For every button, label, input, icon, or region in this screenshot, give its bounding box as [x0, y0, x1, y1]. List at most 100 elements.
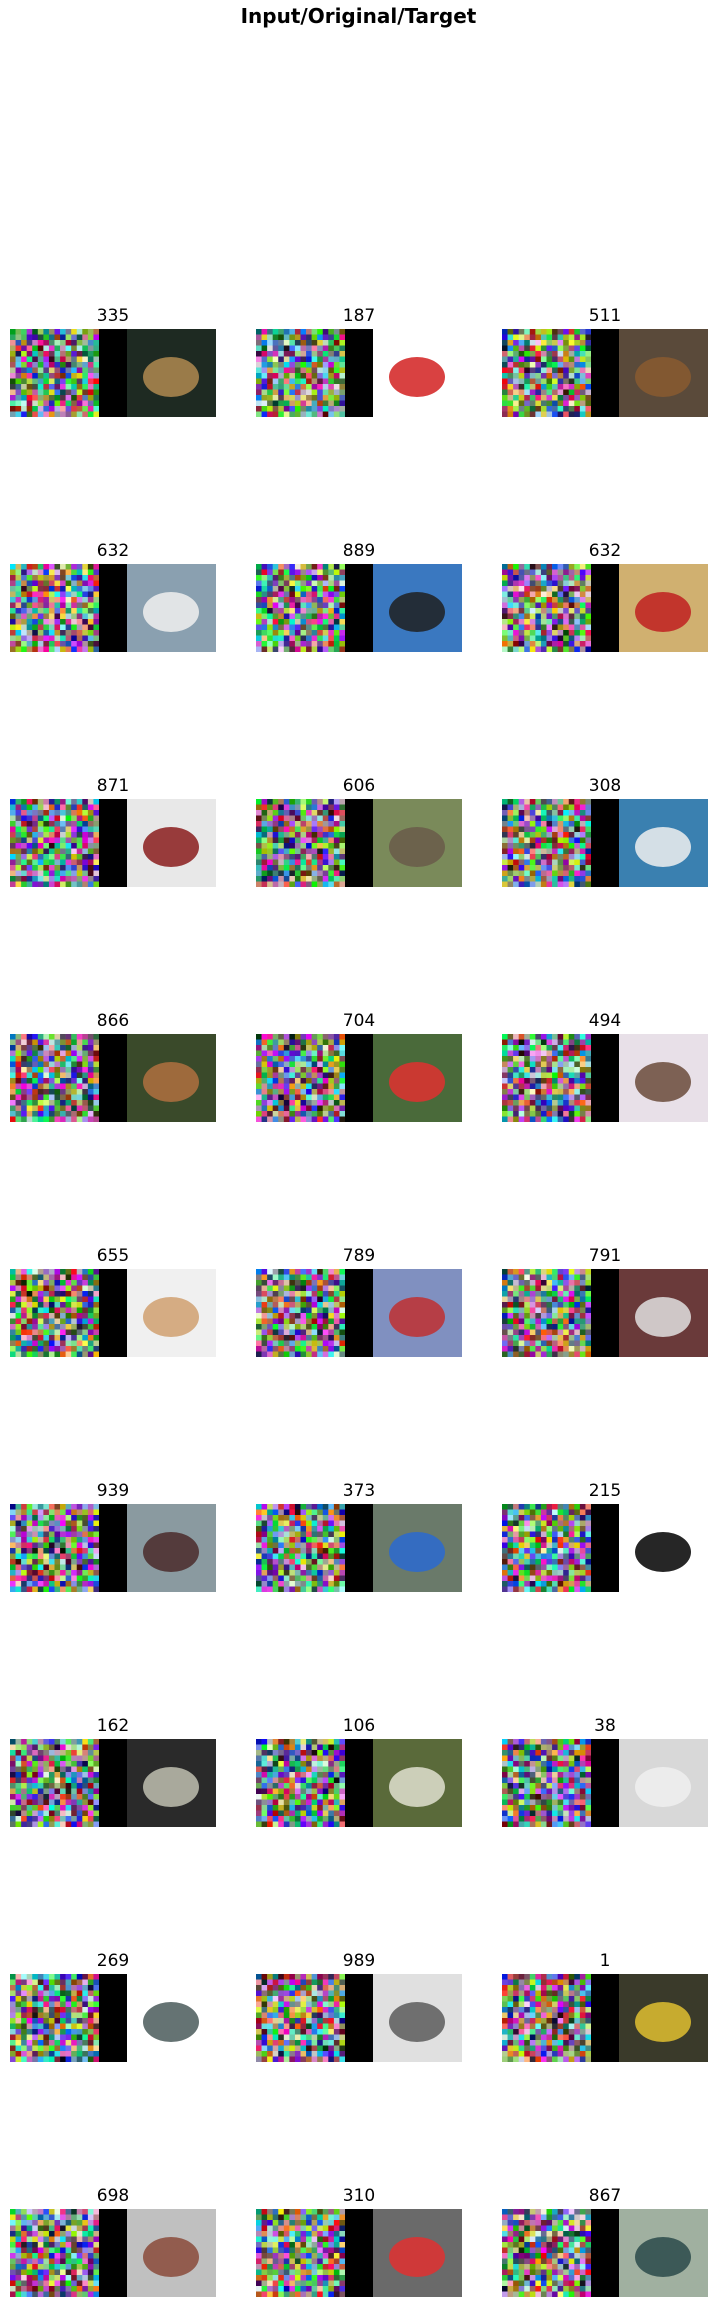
cell-label: 698	[10, 2186, 216, 2206]
grid-cell: 632	[502, 541, 708, 651]
input-noise-image	[502, 564, 591, 652]
grid-cell: 106	[256, 1716, 462, 1826]
cell-label: 632	[502, 541, 708, 561]
original-black-image	[591, 1034, 619, 1122]
cell-label: 335	[10, 306, 216, 326]
input-noise-image	[256, 799, 345, 887]
cell-label: 308	[502, 776, 708, 796]
input-noise-image	[256, 1739, 345, 1827]
original-black-image	[591, 1974, 619, 2062]
input-noise-image	[256, 329, 345, 417]
target-photo-image	[619, 564, 708, 652]
cell-label: 867	[502, 2186, 708, 2206]
cell-label: 606	[256, 776, 462, 796]
target-photo-image	[619, 1269, 708, 1357]
target-photo-image	[373, 1974, 462, 2062]
original-black-image	[99, 2209, 127, 2297]
input-noise-image	[256, 1974, 345, 2062]
grid-cell: 789	[256, 1246, 462, 1356]
original-black-image	[99, 564, 127, 652]
target-photo-image	[127, 1034, 216, 1122]
original-black-image	[591, 564, 619, 652]
original-black-image	[345, 1034, 373, 1122]
grid-cell: 373	[256, 1481, 462, 1591]
grid-cell: 866	[10, 1011, 216, 1121]
cell-label: 187	[256, 306, 462, 326]
cell-label: 162	[10, 1716, 216, 1736]
input-noise-image	[256, 564, 345, 652]
grid-cell: 1	[502, 1951, 708, 2061]
target-photo-image	[127, 329, 216, 417]
target-photo-image	[373, 1504, 462, 1592]
target-photo-image	[127, 2209, 216, 2297]
input-noise-image	[502, 1504, 591, 1592]
cell-label: 939	[10, 1481, 216, 1501]
original-black-image	[591, 1504, 619, 1592]
input-noise-image	[502, 1034, 591, 1122]
grid-cell: 162	[10, 1716, 216, 1826]
target-photo-image	[619, 1034, 708, 1122]
input-noise-image	[256, 1269, 345, 1357]
input-noise-image	[10, 799, 99, 887]
target-photo-image	[127, 1504, 216, 1592]
grid-cell: 632	[10, 541, 216, 651]
cell-label: 791	[502, 1246, 708, 1266]
target-photo-image	[619, 1739, 708, 1827]
grid-cell: 989	[256, 1951, 462, 2061]
target-photo-image	[127, 564, 216, 652]
input-noise-image	[10, 329, 99, 417]
input-noise-image	[502, 1974, 591, 2062]
target-photo-image	[619, 1504, 708, 1592]
grid-cell: 704	[256, 1011, 462, 1121]
cell-label: 704	[256, 1011, 462, 1031]
cell-label: 269	[10, 1951, 216, 1971]
cell-label: 106	[256, 1716, 462, 1736]
figure-title: Input/Original/Target	[0, 4, 717, 28]
grid-cell: 791	[502, 1246, 708, 1356]
target-photo-image	[373, 329, 462, 417]
cell-label: 871	[10, 776, 216, 796]
cell-label: 866	[10, 1011, 216, 1031]
target-photo-image	[127, 1739, 216, 1827]
original-black-image	[99, 1504, 127, 1592]
original-black-image	[99, 1739, 127, 1827]
grid-cell: 38	[502, 1716, 708, 1826]
input-noise-image	[10, 1504, 99, 1592]
input-noise-image	[256, 1034, 345, 1122]
target-photo-image	[619, 1974, 708, 2062]
original-black-image	[591, 2209, 619, 2297]
target-photo-image	[373, 1739, 462, 1827]
cell-label: 632	[10, 541, 216, 561]
grid-cell: 215	[502, 1481, 708, 1591]
original-black-image	[345, 2209, 373, 2297]
target-photo-image	[373, 799, 462, 887]
cell-label: 511	[502, 306, 708, 326]
original-black-image	[345, 1504, 373, 1592]
input-noise-image	[502, 1269, 591, 1357]
original-black-image	[345, 329, 373, 417]
target-photo-image	[373, 1034, 462, 1122]
input-noise-image	[10, 564, 99, 652]
original-black-image	[345, 1974, 373, 2062]
input-noise-image	[256, 1504, 345, 1592]
original-black-image	[99, 799, 127, 887]
grid-cell: 310	[256, 2186, 462, 2296]
original-black-image	[345, 799, 373, 887]
target-photo-image	[619, 2209, 708, 2297]
target-photo-image	[127, 799, 216, 887]
target-photo-image	[127, 1974, 216, 2062]
grid-cell: 606	[256, 776, 462, 886]
cell-label: 373	[256, 1481, 462, 1501]
grid-cell: 494	[502, 1011, 708, 1121]
input-noise-image	[10, 1739, 99, 1827]
grid-cell: 511	[502, 306, 708, 416]
grid-cell: 308	[502, 776, 708, 886]
cell-label: 215	[502, 1481, 708, 1501]
cell-label: 310	[256, 2186, 462, 2206]
input-noise-image	[10, 1269, 99, 1357]
input-noise-image	[502, 2209, 591, 2297]
grid-cell: 335	[10, 306, 216, 416]
cell-label: 989	[256, 1951, 462, 1971]
input-noise-image	[10, 1034, 99, 1122]
original-black-image	[591, 1269, 619, 1357]
